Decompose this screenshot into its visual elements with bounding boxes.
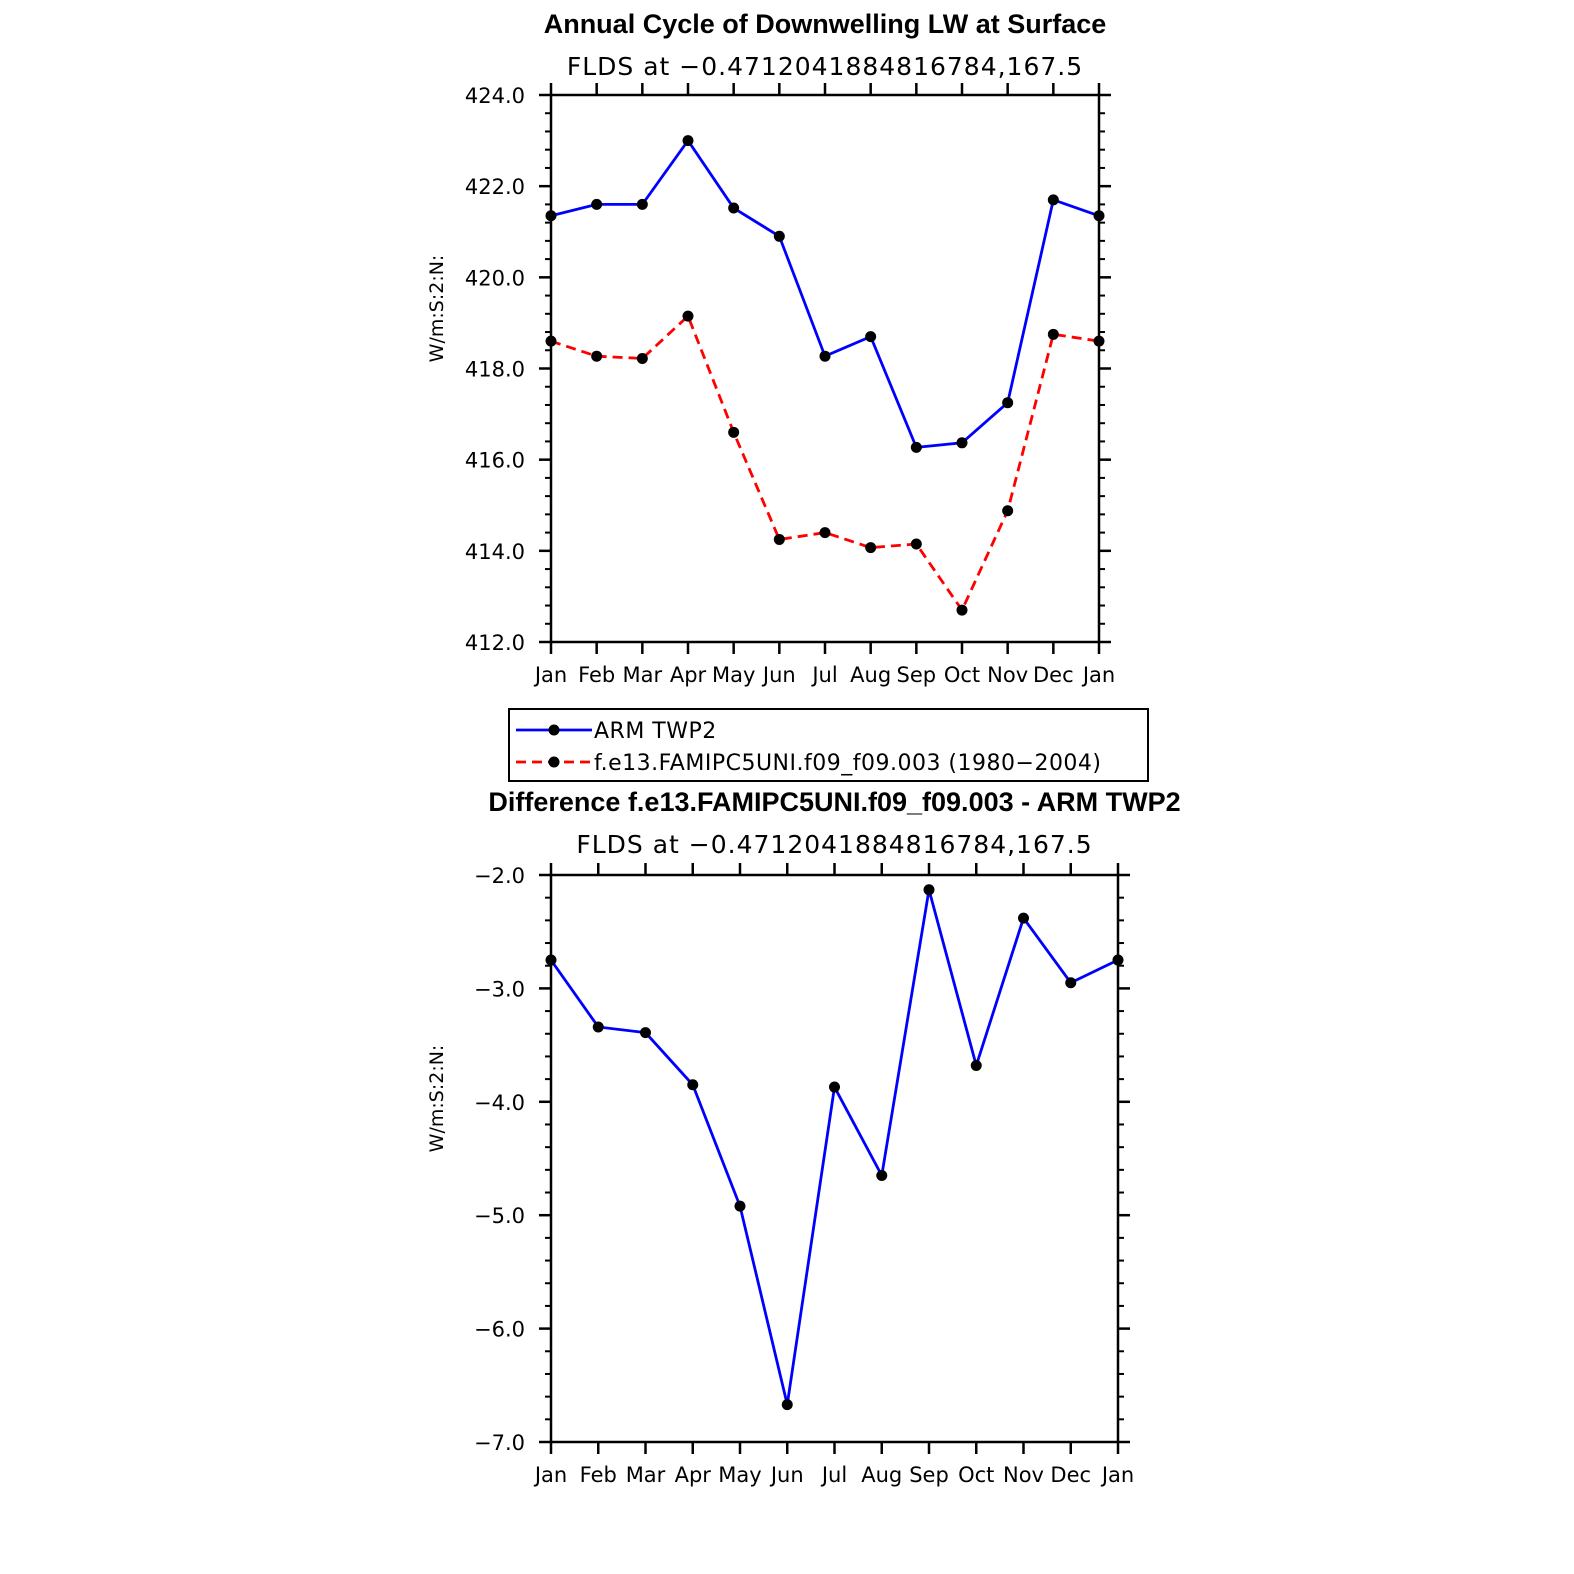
data-point — [592, 1021, 604, 1033]
data-point — [773, 230, 785, 242]
data-point — [956, 604, 968, 616]
legend-label-2: f.e13.FAMIPC5UNI.f09_f09.003 (1980−2004) — [594, 751, 1102, 776]
data-point — [1002, 505, 1014, 517]
x-tick-label: Feb — [578, 663, 615, 687]
data-point — [545, 210, 557, 222]
y-axis-label: W/m:S:2:N: — [426, 1045, 448, 1153]
legend-marker — [548, 756, 560, 768]
x-tick-label: Dec — [1033, 663, 1074, 687]
x-tick-label: Jul — [810, 663, 837, 687]
data-point — [910, 538, 922, 550]
data-point — [819, 350, 831, 362]
data-point — [923, 884, 935, 896]
y-tick-label: 420.0 — [465, 266, 525, 290]
data-point — [591, 350, 603, 362]
y-tick-label: 416.0 — [465, 449, 525, 473]
y-axis-label: W/m:S:2:N: — [426, 255, 448, 363]
y-tick-label: −5.0 — [474, 1204, 525, 1228]
data-point — [1047, 328, 1059, 340]
y-tick-label: 412.0 — [465, 631, 525, 655]
data-point — [876, 1170, 888, 1182]
x-tick-label: Jun — [761, 663, 796, 687]
x-tick-label: May — [712, 663, 755, 687]
plot-frame — [549, 93, 1101, 644]
x-tick-label: Nov — [1003, 1463, 1044, 1487]
data-point — [687, 1079, 699, 1091]
data-point — [545, 954, 557, 966]
data-point — [682, 310, 694, 322]
chart-subtitle: FLDS at −0.4712041884816784,167.5 — [567, 52, 1083, 81]
data-point — [773, 533, 785, 545]
y-tick-label: −6.0 — [474, 1318, 525, 1342]
y-tick-label: −4.0 — [474, 1091, 525, 1115]
data-point — [1047, 194, 1059, 206]
data-point — [734, 1200, 746, 1212]
data-point — [781, 1399, 793, 1411]
data-point — [682, 135, 694, 147]
x-tick-label: May — [718, 1463, 761, 1487]
y-tick-label: −3.0 — [474, 977, 525, 1001]
y-tick-label: 414.0 — [465, 540, 525, 564]
y-tick-label: 422.0 — [465, 175, 525, 199]
data-point — [636, 352, 648, 364]
x-tick-label: Mar — [623, 663, 663, 687]
legend-label-1: ARM TWP2 — [594, 719, 717, 744]
data-point — [1065, 977, 1077, 989]
y-tick-label: 418.0 — [465, 358, 525, 382]
data-point — [1093, 210, 1105, 222]
x-tick-label: Sep — [909, 1463, 949, 1487]
x-tick-label: Dec — [1050, 1463, 1091, 1487]
legend-box — [508, 708, 1149, 782]
chart-panel-2: Difference f.e13.FAMIPC5UNI.f09_f09.003 … — [426, 787, 1181, 1487]
x-tick-label: Aug — [861, 1463, 902, 1487]
legend-marker — [548, 724, 560, 736]
x-tick-label: Nov — [987, 663, 1028, 687]
chart-title: Difference f.e13.FAMIPC5UNI.f09_f09.003 … — [488, 787, 1180, 817]
data-point — [1002, 397, 1014, 409]
x-tick-label: Jun — [769, 1463, 804, 1487]
data-point — [910, 441, 922, 453]
chart-subtitle: FLDS at −0.4712041884816784,167.5 — [576, 830, 1092, 859]
x-tick-label: Jan — [533, 1463, 567, 1487]
chart-panel-1: Annual Cycle of Downwelling LW at Surfac… — [426, 9, 1149, 782]
y-tick-label: −7.0 — [474, 1431, 525, 1455]
data-point — [956, 437, 968, 449]
data-point — [591, 198, 603, 210]
data-point — [1112, 954, 1124, 966]
legend: ARM TWP2 f.e13.FAMIPC5UNI.f09_f09.003 (19… — [508, 708, 1149, 782]
x-tick-label: Jan — [1081, 663, 1115, 687]
data-point — [865, 331, 877, 343]
data-point — [819, 527, 831, 539]
x-tick-label: Oct — [944, 663, 980, 687]
x-tick-label: Aug — [850, 663, 891, 687]
data-point — [1018, 912, 1029, 924]
x-tick-label: Oct — [958, 1463, 994, 1487]
data-point — [545, 335, 557, 347]
x-tick-label: Sep — [897, 663, 937, 687]
plot-frame — [549, 873, 1120, 1444]
series-line-1 — [549, 889, 1119, 1405]
x-tick-label: Feb — [580, 1463, 617, 1487]
x-tick-label: Apr — [670, 663, 707, 687]
data-point — [640, 1027, 651, 1039]
y-tick-label: −2.0 — [474, 864, 525, 888]
x-tick-label: Jan — [1100, 1463, 1134, 1487]
x-tick-label: Apr — [675, 1463, 712, 1487]
data-point — [1093, 335, 1105, 347]
data-point — [865, 542, 877, 554]
chart-title: Annual Cycle of Downwelling LW at Surfac… — [544, 9, 1107, 39]
series-line-1 — [550, 138, 1100, 449]
data-point — [829, 1081, 840, 1093]
data-point — [636, 198, 648, 210]
data-point — [970, 1060, 982, 1072]
data-point — [728, 202, 740, 214]
data-point — [728, 426, 740, 438]
x-tick-label: Jan — [533, 663, 567, 687]
x-tick-label: Jul — [820, 1463, 847, 1487]
x-tick-label: Mar — [626, 1463, 666, 1487]
y-tick-label: 424.0 — [465, 84, 525, 108]
